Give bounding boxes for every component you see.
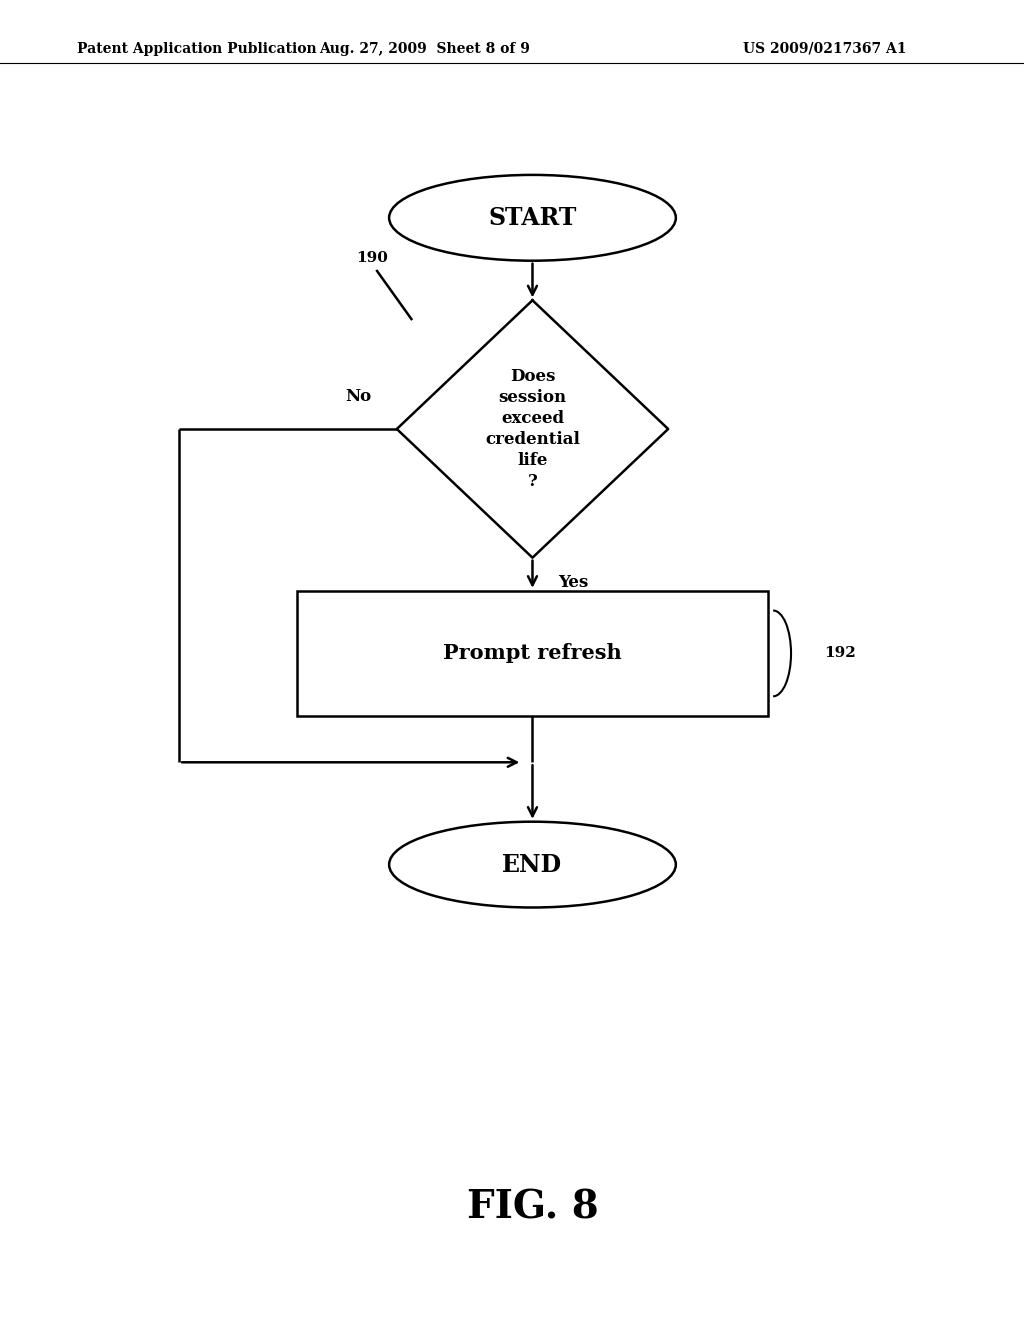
Text: No: No <box>345 388 371 405</box>
Text: END: END <box>503 853 562 876</box>
Text: 192: 192 <box>824 647 856 660</box>
Text: Does
session
exceed
credential
life
?: Does session exceed credential life ? <box>485 368 580 490</box>
Text: Patent Application Publication: Patent Application Publication <box>77 42 316 55</box>
Text: Prompt refresh: Prompt refresh <box>443 643 622 664</box>
Text: 190: 190 <box>356 251 388 264</box>
Text: US 2009/0217367 A1: US 2009/0217367 A1 <box>742 42 906 55</box>
Text: START: START <box>488 206 577 230</box>
Text: FIG. 8: FIG. 8 <box>467 1189 598 1226</box>
Text: Yes: Yes <box>558 573 589 590</box>
Ellipse shape <box>389 821 676 908</box>
Text: Aug. 27, 2009  Sheet 8 of 9: Aug. 27, 2009 Sheet 8 of 9 <box>319 42 530 55</box>
Bar <box>297 591 768 715</box>
Ellipse shape <box>389 174 676 261</box>
Polygon shape <box>397 300 669 557</box>
